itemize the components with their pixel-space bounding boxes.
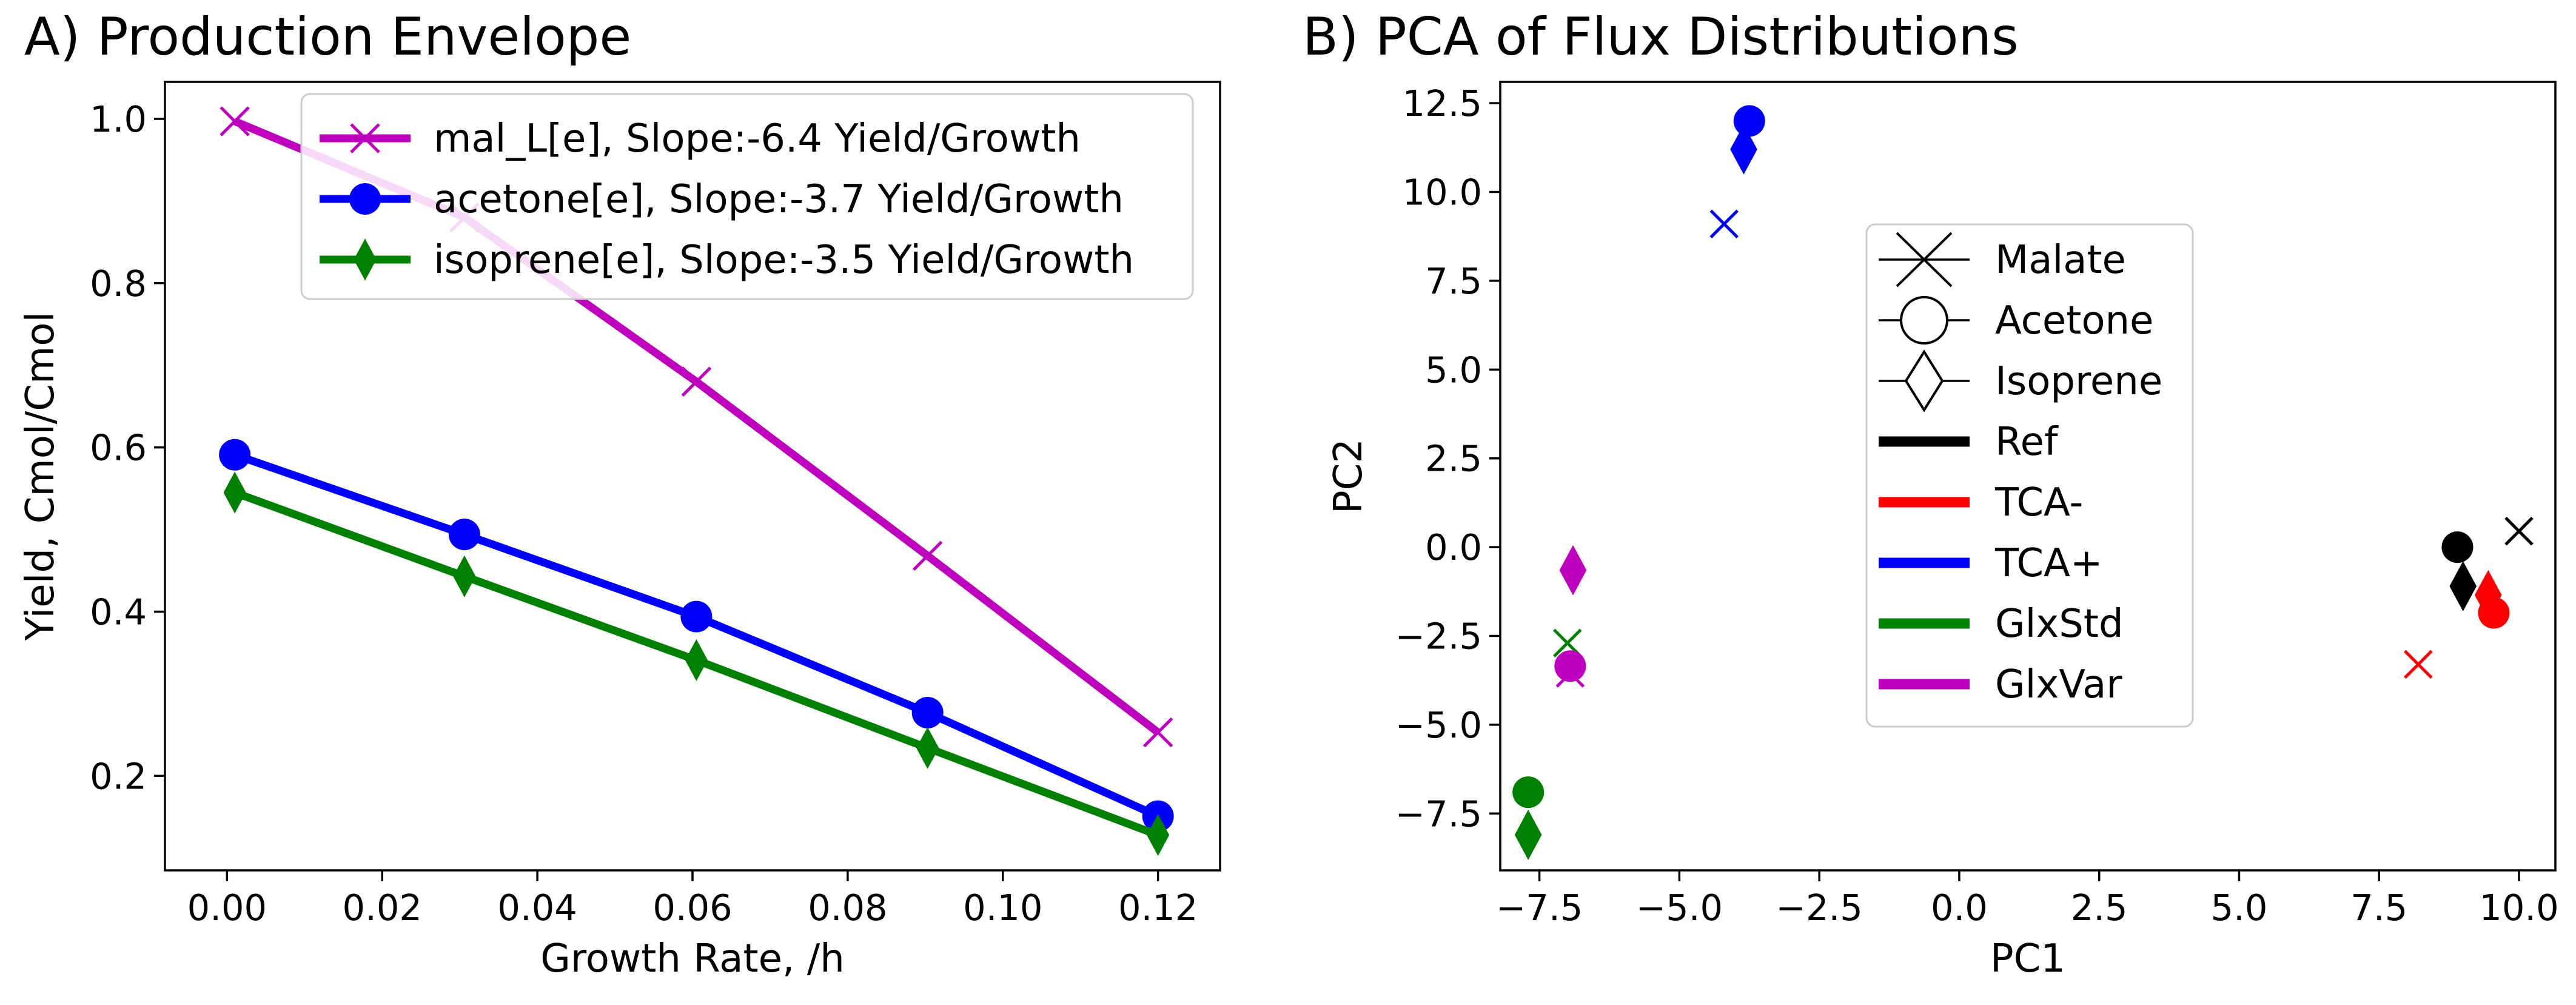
panel-a-y-tick-label: 0.6 <box>90 427 147 469</box>
panel-a-x-tick-label: 0.02 <box>343 887 422 929</box>
legend-label-3: Ref <box>1995 420 2059 465</box>
scatter-point-Ref-o <box>2441 531 2474 563</box>
panel-b-legend: Malate Acetone Isoprene Ref TCA- TCA+ GlxStd Gl… <box>1865 223 2194 728</box>
series-line-1 <box>233 451 1160 820</box>
data-point-s0-3 <box>912 540 943 571</box>
legend-label-7: GlxVar <box>1995 662 2122 707</box>
panel-a-y-tick-label: 0.2 <box>90 755 147 797</box>
panel-b-x-tick-label: 2.5 <box>2071 887 2128 929</box>
data-point-s2-3 <box>916 727 939 769</box>
legend-label-0: mal_L[e], Slope:-6.4 Yield/Growth <box>434 116 1081 161</box>
data-point-s1-1 <box>448 519 480 551</box>
panel-a-y-ticks: 0.2 0.4 0.6 0.8 1.0 <box>90 98 165 797</box>
panel-a-production-envelope: A) Production Envelope 0.00 0.02 0.04 0.06 0… <box>18 7 1221 981</box>
legend-marker-1 <box>1900 296 1948 345</box>
panel-b-y-tick-label: 2.5 <box>1425 438 1482 480</box>
scatter-point-TCA--d <box>2474 570 2502 620</box>
panel-a-x-tick-label: 0.06 <box>652 887 732 929</box>
legend-label-5: TCA+ <box>1994 541 2102 586</box>
panel-b-y-tick-label: 10.0 <box>1403 172 1482 213</box>
legend-marker-0 <box>350 123 380 153</box>
panel-b-x-tick-label: 10.0 <box>2479 887 2558 929</box>
legend-label-1: acetone[e], Slope:-3.7 Yield/Growth <box>434 177 1124 222</box>
panel-a-x-tick-label: 0.08 <box>808 887 887 929</box>
scatter-point-TCA--x <box>2404 650 2433 679</box>
panel-b-x-tick-label: 7.5 <box>2350 887 2407 929</box>
panel-a-x-tick-label: 0.04 <box>497 887 577 929</box>
legend-marker-2 <box>354 238 377 281</box>
panel-b-y-ticks: −7.5 −5.0 −2.5 0.0 2.5 5.0 7.5 10.0 12.5 <box>1395 82 1500 835</box>
panel-b-y-tick-label: 5.0 <box>1425 349 1482 391</box>
scatter-point-TCA+-x <box>1709 209 1739 239</box>
panel-a-legend-box <box>300 93 1194 300</box>
legend-label-4: TCA- <box>1994 480 2084 525</box>
panel-b-legend-box <box>1865 223 2194 728</box>
legend-label-6: GlxStd <box>1995 602 2124 647</box>
panel-b-y-tick-label: 12.5 <box>1403 82 1482 124</box>
scatter-point-GlxVar-o <box>1554 650 1586 682</box>
panel-b-x-tick-label: 0.0 <box>1931 887 1988 929</box>
data-point-s0-0 <box>220 106 250 136</box>
panel-a-y-tick-label: 1.0 <box>90 98 147 140</box>
legend-marker-1 <box>349 183 381 215</box>
legend-marker-2 <box>1904 349 1944 412</box>
panel-b-y-tick-label: −5.0 <box>1395 704 1482 746</box>
panel-a-x-tick-label: 0.00 <box>187 887 267 929</box>
panel-b-x-tick-label: −2.5 <box>1776 887 1863 929</box>
panel-a-y-tick-label: 0.4 <box>90 591 147 633</box>
legend-marker-0 <box>1896 232 1953 287</box>
panel-b-y-label: PC2 <box>1326 439 1371 514</box>
panel-a-y-label: Yield, Cmol/Cmol <box>18 312 63 642</box>
panel-a-x-ticks: 0.00 0.02 0.04 0.06 0.08 0.10 0.12 <box>187 870 1198 929</box>
scatter-point-GlxStd-o <box>1512 776 1545 808</box>
panel-b-points <box>1512 105 2534 860</box>
panel-b-pca: B) PCA of Flux Distributions −7.5 −5.0 −2.… <box>1303 7 2559 981</box>
scatter-point-TCA+-o <box>1733 105 1765 137</box>
data-point-s1-2 <box>680 600 713 633</box>
panel-a-legend: mal_L[e], Slope:-6.4 Yield/Growth acetone… <box>300 93 1194 300</box>
scatter-point-TCA+-d <box>1730 124 1757 175</box>
data-point-s2-4 <box>1147 814 1170 856</box>
panel-a-x-tick-label: 0.12 <box>1118 887 1198 929</box>
data-point-s0-2 <box>681 366 712 397</box>
panel-a-x-label: Growth Rate, /h <box>540 936 845 981</box>
scatter-point-Ref-d <box>2449 561 2477 611</box>
legend-label-2: Isoprene <box>1995 359 2162 404</box>
data-point-s2-1 <box>453 555 476 597</box>
panel-a-y-tick-label: 0.8 <box>90 263 147 304</box>
panel-b-y-tick-label: −7.5 <box>1395 793 1482 835</box>
panel-a-series <box>219 106 1174 856</box>
legend-label-1: Acetone <box>1995 298 2153 343</box>
panel-b-x-tick-label: −5.0 <box>1636 887 1723 929</box>
data-point-s2-0 <box>223 471 246 514</box>
panel-a-axes-frame <box>164 81 1221 872</box>
panel-b-y-tick-label: −2.5 <box>1395 616 1482 657</box>
panel-b-x-tick-label: 5.0 <box>2211 887 2268 929</box>
scatter-point-Ref-x <box>2504 516 2534 546</box>
data-point-s2-2 <box>685 639 708 681</box>
data-point-s1-0 <box>219 439 251 471</box>
panel-a-title: A) Production Envelope <box>24 7 631 67</box>
panel-b-y-tick-label: 0.0 <box>1425 526 1482 568</box>
scatter-point-GlxStd-d <box>1514 810 1542 860</box>
legend-label-2: isoprene[e], Slope:-3.5 Yield/Growth <box>434 238 1134 283</box>
data-point-s1-3 <box>911 697 944 728</box>
panel-b-axes-frame <box>1499 81 2557 872</box>
data-point-s0-4 <box>1142 717 1173 748</box>
panel-b-title: B) PCA of Flux Distributions <box>1303 7 2019 67</box>
panel-b-x-label: PC1 <box>1990 936 2065 981</box>
panel-b-x-tick-label: −7.5 <box>1496 887 1583 929</box>
panel-a-x-tick-label: 0.10 <box>963 887 1042 929</box>
scatter-point-GlxVar-d <box>1559 545 1587 596</box>
panel-b-y-tick-label: 7.5 <box>1425 260 1482 302</box>
legend-label-0: Malate <box>1995 238 2126 283</box>
panel-b-x-ticks: −7.5 −5.0 −2.5 0.0 2.5 5.0 7.5 10.0 <box>1496 870 2559 929</box>
